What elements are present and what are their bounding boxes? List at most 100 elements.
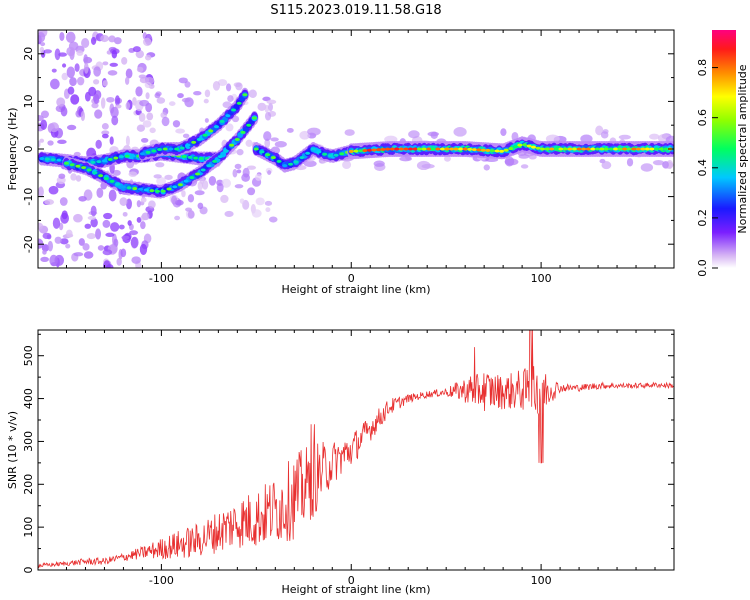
y-tick-label: -10: [22, 188, 35, 206]
heatmap-cell: [154, 92, 161, 99]
heatmap-cell: [248, 89, 257, 99]
heatmap-cell: [172, 185, 178, 189]
y-tick-label: 0: [22, 567, 35, 574]
heatmap-cell: [47, 140, 54, 146]
heatmap-cell: [521, 143, 527, 147]
heatmap-cell: [157, 147, 163, 151]
heatmap-cell: [62, 63, 67, 68]
heatmap-cell: [96, 187, 104, 199]
heatmap-cell: [113, 156, 119, 160]
heatmap-cell: [146, 112, 154, 121]
heatmap-cell: [76, 50, 84, 56]
heatmap-cell: [376, 148, 382, 152]
y-tick-label: 20: [22, 47, 35, 61]
colorbar-gradient: [712, 30, 736, 268]
heatmap-cell: [84, 223, 92, 229]
heatmap-cell: [483, 164, 490, 171]
heatmap-cell: [435, 147, 441, 151]
heatmap-cell: [299, 130, 311, 140]
heatmap-cell: [140, 215, 146, 221]
heatmap-cell: [76, 76, 85, 86]
heatmap-cell: [94, 109, 103, 119]
heatmap-cell: [545, 134, 560, 144]
heatmap-cell: [120, 248, 127, 258]
heatmap-cell: [155, 189, 161, 193]
heatmap-cell: [92, 171, 98, 175]
heatmap-cell: [109, 136, 114, 145]
heatmap-cell: [86, 232, 96, 240]
heatmap-cell: [103, 212, 113, 220]
heatmap-cell: [102, 249, 113, 256]
heatmap-cell: [82, 243, 90, 251]
y-tick-label: 10: [22, 94, 35, 108]
heatmap-cell: [253, 147, 259, 151]
heatmap-cell: [119, 155, 125, 159]
heatmap-cell: [143, 37, 152, 47]
heatmap-cell: [124, 76, 130, 85]
heatmap-cell: [69, 77, 77, 87]
heatmap-cell: [362, 149, 368, 153]
heatmap-cell: [113, 238, 119, 248]
heatmap-cell: [494, 149, 500, 153]
heatmap-cell: [107, 157, 113, 161]
heatmap-cell: [139, 152, 145, 156]
heatmap-cell: [143, 188, 149, 192]
heatmap-cell: [101, 123, 109, 130]
heatmap-cell: [102, 61, 109, 66]
heatmap-cell: [175, 128, 186, 134]
heatmap-cell: [203, 98, 209, 104]
heatmap-cell: [490, 149, 496, 153]
heatmap-cell: [444, 147, 450, 151]
heatmap-cell: [553, 147, 559, 151]
snr-panel: -100 0 100 0 100 200 300 400 500 Height of strai…: [6, 329, 675, 596]
heatmap-cell: [66, 46, 76, 57]
heatmap-cell: [649, 133, 660, 140]
heatmap-cell: [50, 158, 56, 162]
heatmap-cell: [166, 187, 172, 191]
heatmap-cell: [366, 148, 372, 152]
colorbar: 0.0 0.2 0.4 0.6 0.8 Normalized spectral ampl…: [696, 30, 749, 277]
heatmap-cell: [153, 174, 162, 179]
heatmap-cell: [155, 162, 165, 168]
heatmap-cell: [140, 137, 149, 143]
heatmap-cell: [236, 148, 244, 156]
heatmap-cell: [49, 254, 58, 267]
heatmap-cell: [90, 205, 97, 217]
heatmap-cell: [129, 230, 139, 236]
heatmap-cell: [299, 156, 305, 160]
heatmap-cell: [142, 120, 152, 128]
spectrogram-ylabel: Frequency (Hz): [6, 108, 19, 191]
heatmap-cell: [125, 101, 131, 110]
heatmap-cell: [87, 215, 97, 220]
snr-frame: [37, 329, 675, 571]
colorbar-tick-label: 0.2: [696, 209, 709, 227]
heatmap-cell: [257, 102, 267, 111]
heatmap-cell: [270, 137, 279, 142]
heatmap-cell: [52, 217, 61, 229]
heatmap-cell: [631, 147, 637, 151]
heatmap-cell: [181, 97, 191, 103]
heatmap-cell: [96, 160, 102, 164]
heatmap-cell: [458, 147, 464, 151]
heatmap-cell: [380, 147, 386, 151]
heatmap-cell: [635, 147, 641, 151]
heatmap-cell: [246, 165, 257, 170]
heatmap-cell: [70, 173, 77, 181]
heatmap-cell: [81, 166, 87, 170]
heatmap-cell: [162, 147, 168, 151]
heatmap-cell: [421, 147, 427, 151]
heatmap-cell: [476, 148, 482, 152]
heatmap-cell: [102, 219, 111, 228]
heatmap-cell: [91, 102, 99, 109]
heatmap-cell: [73, 252, 84, 257]
heatmap-cell: [327, 154, 333, 158]
heatmap-cell: [145, 92, 150, 100]
heatmap-cell: [131, 256, 141, 264]
heatmap-cell: [430, 147, 436, 151]
heatmap-cell: [398, 147, 404, 151]
snr-series-line: [38, 330, 674, 569]
heatmap-cell: [658, 147, 664, 151]
heatmap-cell: [485, 148, 491, 152]
heatmap-cell: [57, 139, 67, 145]
